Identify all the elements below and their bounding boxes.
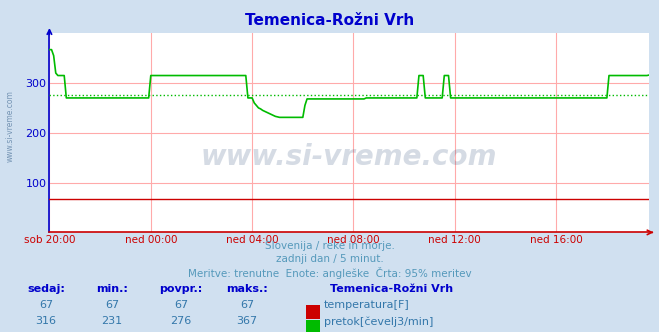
Text: zadnji dan / 5 minut.: zadnji dan / 5 minut. [275,254,384,264]
Text: maks.:: maks.: [226,284,268,294]
Text: temperatura[F]: temperatura[F] [324,300,410,310]
Text: 67: 67 [240,300,254,310]
Text: 367: 367 [237,316,258,326]
Text: Slovenija / reke in morje.: Slovenija / reke in morje. [264,241,395,251]
Text: 67: 67 [39,300,53,310]
Text: povpr.:: povpr.: [159,284,203,294]
Text: www.si-vreme.com: www.si-vreme.com [201,143,498,171]
Text: Temenica-Rožni Vrh: Temenica-Rožni Vrh [330,284,453,294]
Text: 276: 276 [171,316,192,326]
Text: Meritve: trenutne  Enote: angleške  Črta: 95% meritev: Meritve: trenutne Enote: angleške Črta: … [188,267,471,279]
Text: pretok[čevelj3/min]: pretok[čevelj3/min] [324,316,434,327]
Text: min.:: min.: [96,284,128,294]
Text: Temenica-Rožni Vrh: Temenica-Rožni Vrh [245,13,414,28]
Text: www.si-vreme.com: www.si-vreme.com [5,90,14,162]
Text: 231: 231 [101,316,123,326]
Text: 67: 67 [105,300,119,310]
Text: 316: 316 [36,316,57,326]
Text: 67: 67 [174,300,188,310]
Text: sedaj:: sedaj: [27,284,65,294]
